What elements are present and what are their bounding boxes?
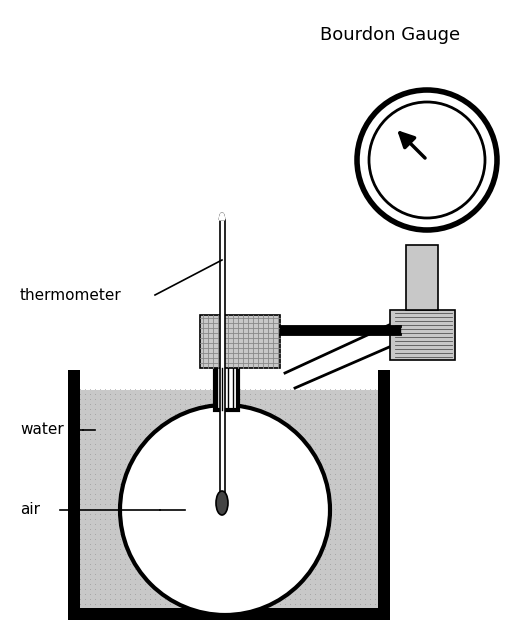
- Ellipse shape: [216, 491, 228, 515]
- Bar: [80, 390, 378, 620]
- Text: water: water: [20, 422, 64, 437]
- Polygon shape: [220, 213, 224, 220]
- Bar: [200, 315, 280, 368]
- Text: thermometer: thermometer: [20, 287, 121, 303]
- Bar: [215, 360, 238, 410]
- Bar: [220, 220, 225, 495]
- Circle shape: [369, 102, 485, 218]
- Circle shape: [357, 90, 497, 230]
- Bar: [390, 310, 455, 360]
- Circle shape: [120, 405, 330, 615]
- Bar: [68, 608, 390, 620]
- Bar: [406, 245, 438, 310]
- Text: Bourdon Gauge: Bourdon Gauge: [320, 26, 460, 44]
- Bar: [378, 370, 390, 620]
- Bar: [68, 370, 80, 620]
- Text: air: air: [20, 502, 40, 518]
